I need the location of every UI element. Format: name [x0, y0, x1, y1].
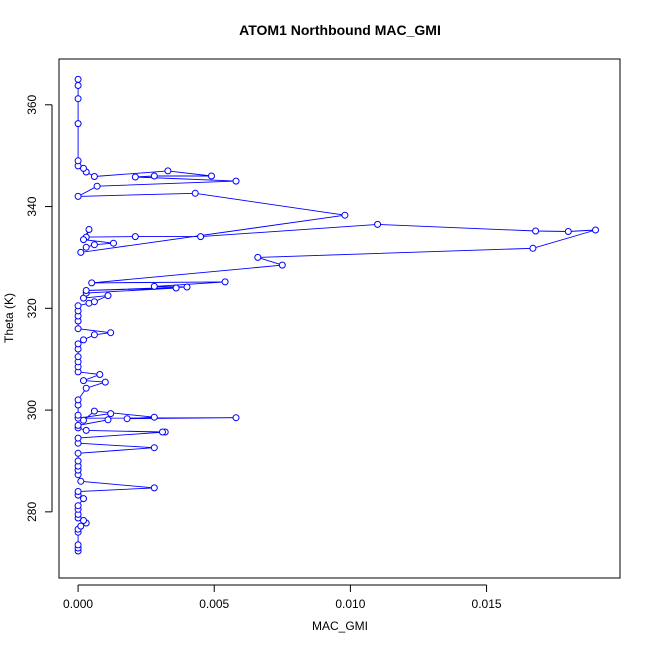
x-tick-label: 0.005 — [199, 597, 229, 611]
data-point — [172, 284, 180, 292]
data-point — [208, 172, 215, 180]
data-point — [74, 75, 82, 83]
data-point — [232, 177, 240, 185]
data-point — [131, 233, 139, 241]
data-point — [85, 226, 93, 233]
data-point — [74, 353, 82, 361]
x-axis-label: MAC_GMI — [312, 619, 368, 633]
data-point — [529, 244, 537, 252]
data-point — [183, 283, 191, 291]
data-point — [191, 189, 199, 197]
data-point — [74, 421, 82, 429]
y-tick-label: 340 — [25, 196, 39, 216]
data-point — [164, 167, 172, 175]
data-point — [93, 182, 101, 190]
data-point — [221, 278, 229, 286]
data-point — [150, 413, 158, 421]
x-tick-label: 0.015 — [472, 597, 502, 611]
data-point — [82, 384, 90, 392]
data-point — [278, 261, 286, 269]
data-point — [74, 192, 82, 200]
data-point — [150, 484, 158, 492]
data-point — [150, 282, 158, 290]
y-axis-label: Theta (K) — [2, 293, 16, 343]
data-point — [74, 120, 82, 128]
data-point — [110, 239, 117, 247]
data-point — [80, 377, 87, 385]
data-point — [74, 411, 82, 419]
data-point — [90, 173, 98, 180]
y-tick-label: 280 — [25, 502, 39, 522]
data-point — [74, 488, 82, 495]
x-axis: 0.000 0.005 0.010 0.015 — [63, 584, 502, 611]
data-point — [131, 173, 139, 181]
data-point — [341, 211, 349, 219]
data-point — [197, 233, 205, 241]
data-point — [74, 82, 82, 89]
data-point — [159, 428, 166, 436]
series-group — [74, 75, 599, 555]
data-point — [80, 495, 87, 503]
data-point — [74, 95, 82, 103]
data-point — [532, 227, 540, 235]
data-point — [90, 407, 98, 415]
data-point — [123, 415, 131, 423]
data-point — [77, 522, 85, 530]
data-point — [74, 325, 82, 333]
data-point — [82, 426, 90, 434]
data-point — [74, 302, 82, 310]
data-point — [107, 410, 115, 418]
data-point — [592, 226, 599, 234]
data-point — [90, 241, 98, 249]
data-point — [104, 292, 112, 300]
data-point — [74, 449, 82, 457]
data-point — [82, 287, 90, 294]
data-point — [80, 416, 87, 424]
x-tick-label: 0.000 — [63, 597, 93, 611]
data-point — [80, 236, 87, 244]
data-point — [90, 298, 98, 306]
data-point — [74, 502, 82, 510]
data-point — [74, 434, 82, 442]
data-point — [88, 279, 96, 287]
chart-title: ATOM1 Northbound MAC_GMI — [239, 22, 441, 38]
data-point — [101, 378, 109, 386]
data-point — [74, 457, 82, 465]
x-tick-label: 0.010 — [335, 597, 365, 611]
data-point — [254, 253, 262, 261]
data-point — [90, 331, 98, 339]
data-point — [150, 172, 158, 180]
plot-frame — [58, 58, 621, 579]
data-point — [96, 371, 104, 378]
series-line — [77, 79, 596, 551]
y-axis: 280 300 320 340 360 — [25, 94, 53, 522]
y-tick-label: 300 — [25, 400, 39, 420]
data-point — [232, 414, 240, 422]
data-point — [74, 157, 82, 165]
data-point — [564, 228, 572, 235]
y-tick-label: 360 — [25, 94, 39, 114]
data-point — [74, 340, 82, 348]
data-point — [82, 243, 90, 251]
data-point — [150, 444, 158, 452]
data-point — [374, 220, 382, 228]
y-tick-label: 320 — [25, 298, 39, 318]
data-point — [77, 248, 85, 256]
data-point — [74, 541, 82, 549]
data-point — [74, 396, 82, 404]
data-point — [77, 477, 85, 485]
data-point — [107, 329, 115, 337]
data-point — [104, 416, 112, 424]
data-point — [80, 336, 87, 344]
